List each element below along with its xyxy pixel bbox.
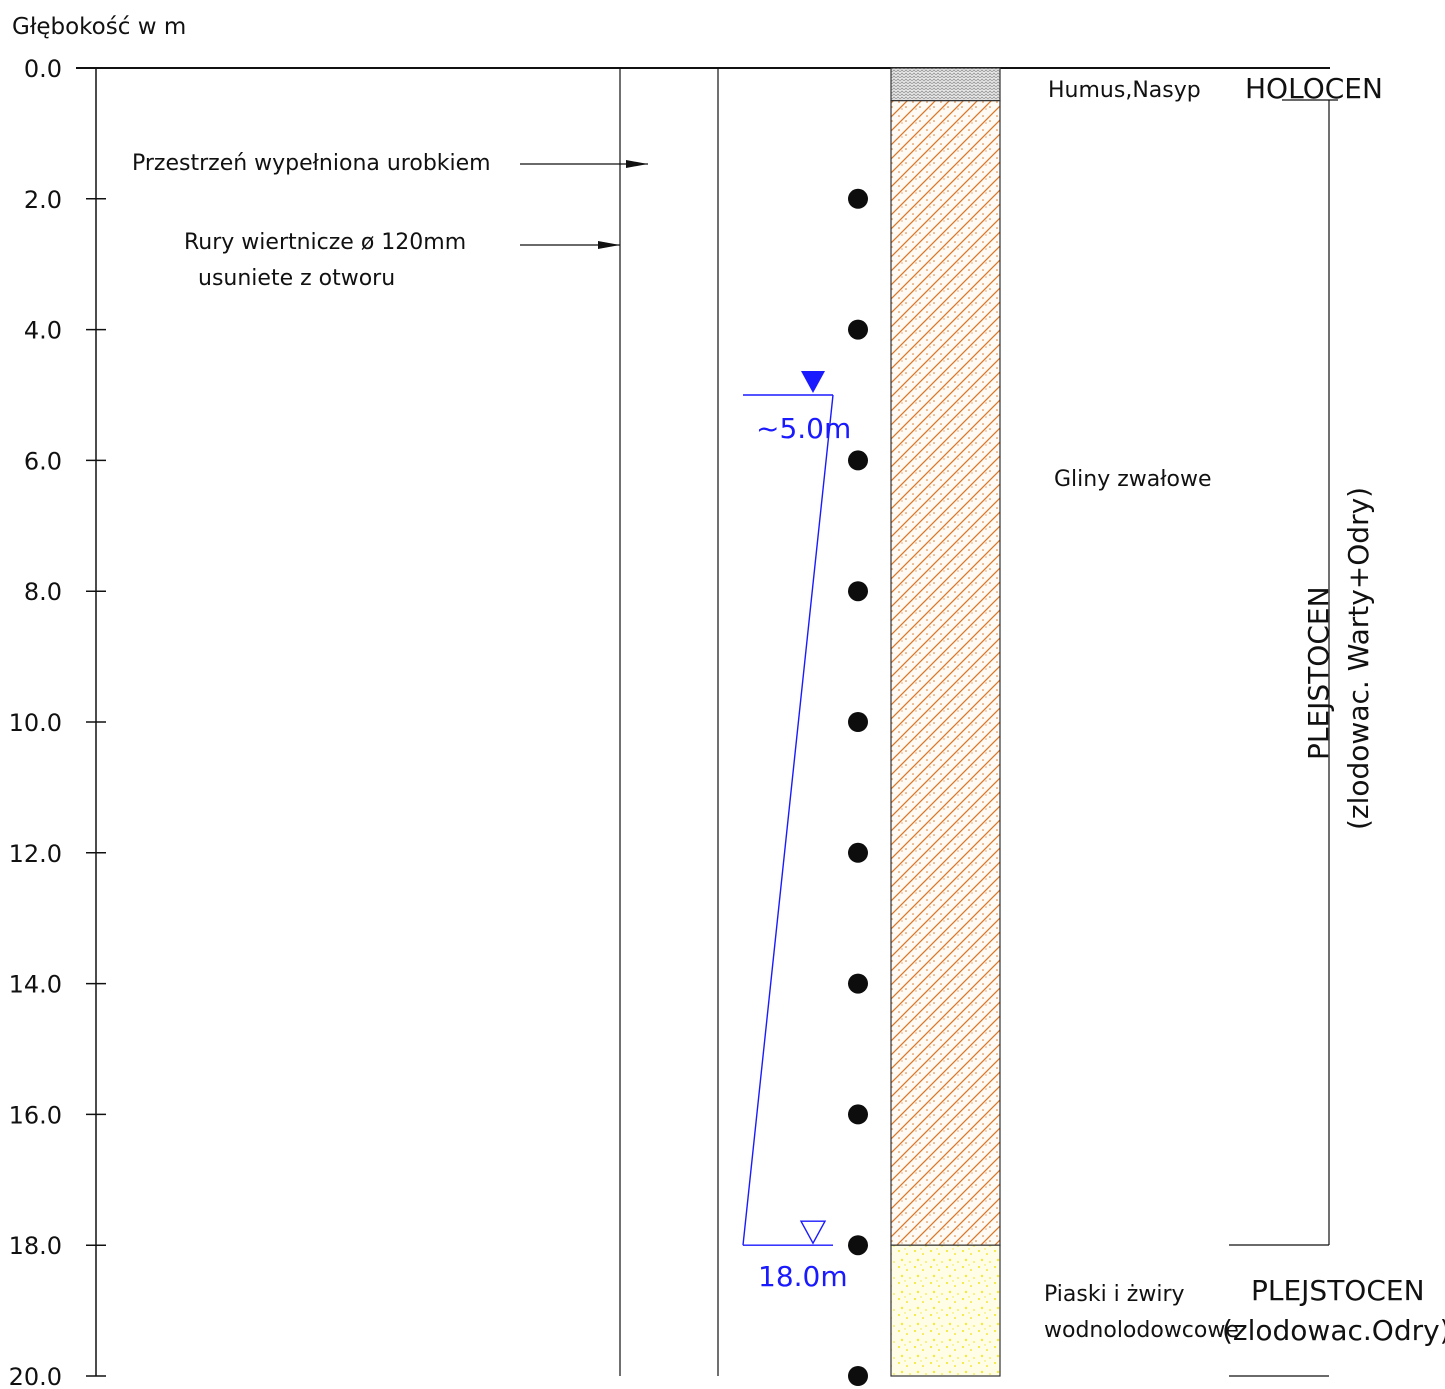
sample-point — [848, 1366, 868, 1386]
encountered-water-label: 18.0m — [758, 1260, 848, 1293]
depth-axis: 0.0 2.0 4.0 6.0 8.0 10.0 12.0 14.0 16.0 18.0 20.0 — [9, 55, 1330, 1389]
depth-tick-label: 10.0 — [9, 709, 62, 737]
layer-label-sand-line1: Piaski i żwiry — [1044, 1282, 1185, 1307]
sample-point — [848, 581, 868, 601]
sample-point — [848, 843, 868, 863]
encountered-water-marker — [801, 1221, 825, 1243]
pleistocene-upper-line2: (zlodowac. Warty+Odry) — [1342, 487, 1375, 830]
sample-point — [848, 712, 868, 732]
depth-tick-label: 4.0 — [24, 317, 62, 345]
depth-tick-label: 14.0 — [9, 971, 62, 999]
lithology-layer-sand — [891, 1245, 1000, 1376]
casing-label-line1: Rury wiertnicze ø 120mm — [184, 230, 466, 255]
depth-tick-label: 0.0 — [24, 55, 62, 83]
depth-tick-label: 18.0 — [9, 1232, 62, 1260]
lithology-column — [891, 68, 1000, 1376]
sample-point — [848, 450, 868, 470]
depth-tick-label: 16.0 — [9, 1101, 62, 1129]
sample-point — [848, 1235, 868, 1255]
pleistocene-lower-line2: (zlodowac.Odry) — [1222, 1314, 1445, 1347]
backfill-label: Przestrzeń wypełniona urobkiem — [132, 151, 491, 176]
lithology-layer-humus — [891, 68, 1000, 101]
layer-label-clay: Gliny zwałowe — [1054, 467, 1212, 492]
sample-points — [848, 189, 868, 1386]
backfill-arrowhead — [626, 160, 648, 168]
casing-arrowhead — [598, 241, 620, 249]
stratigraphy-pleistocene-upper: PLEJSTOCEN (zlodowac. Warty+Odry) — [1302, 487, 1375, 830]
stabilized-water-marker — [801, 371, 825, 393]
pleistocene-upper-line1: PLEJSTOCEN — [1302, 586, 1335, 760]
sample-point — [848, 974, 868, 994]
lithology-layer-clay — [891, 101, 1000, 1246]
depth-tick-label: 6.0 — [24, 447, 62, 475]
depth-tick-label: 2.0 — [24, 186, 62, 214]
casing-label-line2: usuniete z otworu — [198, 266, 395, 291]
pleistocene-lower-line1: PLEJSTOCEN — [1251, 1274, 1425, 1307]
layer-label-humus: Humus,Nasyp — [1048, 78, 1201, 103]
layer-label-sand-line2: wodnolodowcowe — [1044, 1318, 1239, 1343]
groundwater-indicator: ~5.0m 18.0m — [743, 371, 851, 1293]
depth-tick-label: 12.0 — [9, 840, 62, 868]
sample-point — [848, 320, 868, 340]
depth-tick-label: 8.0 — [24, 578, 62, 606]
stabilized-water-label: ~5.0m — [756, 412, 851, 445]
water-rise-line — [743, 395, 833, 1245]
sample-point — [848, 1104, 868, 1124]
depth-tick-label: 20.0 — [9, 1363, 62, 1389]
depth-axis-title: Głębokość w m — [12, 14, 186, 40]
sample-point — [848, 189, 868, 209]
